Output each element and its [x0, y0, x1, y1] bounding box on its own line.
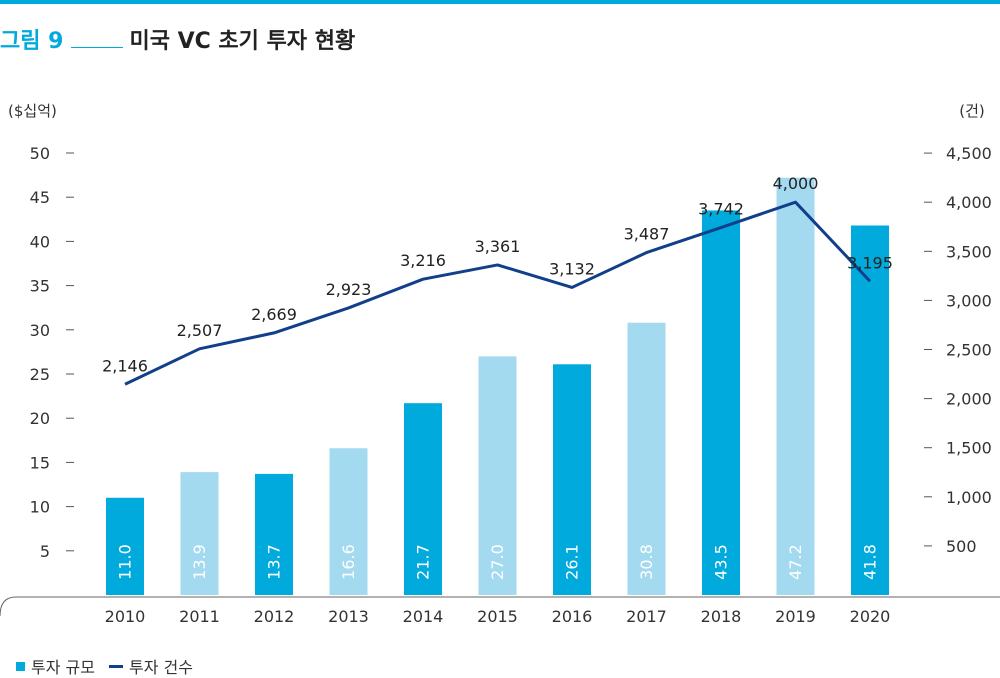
right-axis-unit: (건)	[959, 102, 985, 120]
bar-value-label: 43.5	[712, 544, 731, 580]
bar-value-label: 26.1	[563, 544, 582, 580]
x-axis-line	[0, 596, 1000, 617]
bar-2015	[478, 356, 517, 595]
left-tick-label: 10	[30, 498, 50, 517]
figure-number: 그림 9	[0, 29, 64, 54]
x-tick-label: 2018	[701, 607, 742, 626]
bar-2016	[553, 364, 591, 595]
investment-count-line	[124, 200, 872, 386]
line-value-label: 3,216	[400, 251, 446, 270]
line-value-label: 2,146	[102, 356, 148, 375]
chart-legend: 투자 규모 투자 건수	[16, 654, 193, 678]
bar-2011	[180, 472, 219, 595]
bar-value-label: 13.7	[265, 544, 284, 580]
bar-value-label: 47.2	[786, 544, 805, 580]
right-tick-label: 4,500	[946, 144, 992, 163]
bar-value-label: 30.8	[637, 544, 656, 580]
line-value-label: 4,000	[773, 174, 819, 193]
line-value-label: 3,487	[624, 225, 670, 244]
figure-title: 미국 VC 초기 투자 현황	[129, 29, 356, 54]
left-tick-label: 30	[30, 321, 50, 340]
line-value-label: 3,361	[475, 237, 521, 256]
x-tick-label: 2013	[328, 607, 369, 626]
left-axis-unit: ($십억)	[8, 102, 57, 120]
bar-value-label: 41.8	[861, 544, 880, 580]
x-tick-label: 2014	[403, 607, 444, 626]
bar-2010	[106, 497, 144, 595]
right-tick-label: 500	[946, 537, 977, 556]
right-tick-label: 2,000	[946, 390, 992, 409]
right-tick-label: 1,000	[946, 488, 992, 507]
bar-2020	[851, 225, 889, 595]
x-tick-label: 2012	[254, 607, 295, 626]
right-tick-label: 2,500	[946, 341, 992, 360]
bar-value-label: 27.0	[488, 544, 507, 580]
right-tick-label: 1,500	[946, 439, 992, 458]
top-accent-rule	[0, 0, 1000, 4]
bar-2012	[255, 473, 293, 595]
figure-header: 그림 9 미국 VC 초기 투자 현황	[0, 22, 355, 56]
left-tick-label: 35	[30, 277, 50, 296]
bar-value-label: 13.9	[190, 544, 209, 580]
x-tick-label: 2020	[850, 607, 891, 626]
legend-line-label: 투자 건수	[128, 658, 193, 677]
left-tick-label: 45	[30, 188, 50, 207]
left-tick-label: 20	[30, 409, 50, 428]
x-tick-label: 2011	[179, 607, 220, 626]
left-tick-label: 5	[40, 542, 50, 561]
line-value-label: 2,669	[251, 305, 297, 324]
bar-2017	[627, 322, 666, 595]
x-tick-label: 2017	[626, 607, 667, 626]
right-tick-label: 3,000	[946, 291, 992, 310]
bar-value-label: 21.7	[414, 544, 433, 580]
line-value-label: 3,195	[847, 253, 893, 272]
bar-2014	[404, 403, 442, 595]
line-value-label: 2,923	[326, 280, 372, 299]
bar-2013	[329, 448, 368, 595]
x-tick-label: 2016	[552, 607, 593, 626]
left-tick-label: 25	[30, 365, 50, 384]
right-tick-label: 3,500	[946, 242, 992, 261]
line-value-label: 3,132	[549, 259, 595, 278]
bar-value-label: 11.0	[116, 544, 135, 580]
bar-2018	[702, 210, 740, 595]
left-tick-label: 15	[30, 453, 50, 472]
line-value-label: 2,507	[177, 321, 223, 340]
right-tick-label: 4,000	[946, 193, 992, 212]
bar-2019	[776, 177, 815, 595]
x-tick-label: 2019	[775, 607, 816, 626]
legend-line-swatch	[108, 664, 123, 668]
left-tick-label: 40	[30, 232, 50, 251]
bar-value-label: 16.6	[339, 544, 358, 580]
legend-bar-label: 투자 규모	[31, 658, 95, 677]
legend-bar-swatch	[16, 661, 25, 671]
line-value-label: 3,742	[698, 200, 744, 219]
left-tick-label: 50	[30, 144, 50, 163]
title-divider	[71, 46, 124, 48]
x-tick-label: 2015	[477, 607, 518, 626]
x-tick-label: 2010	[105, 607, 146, 626]
